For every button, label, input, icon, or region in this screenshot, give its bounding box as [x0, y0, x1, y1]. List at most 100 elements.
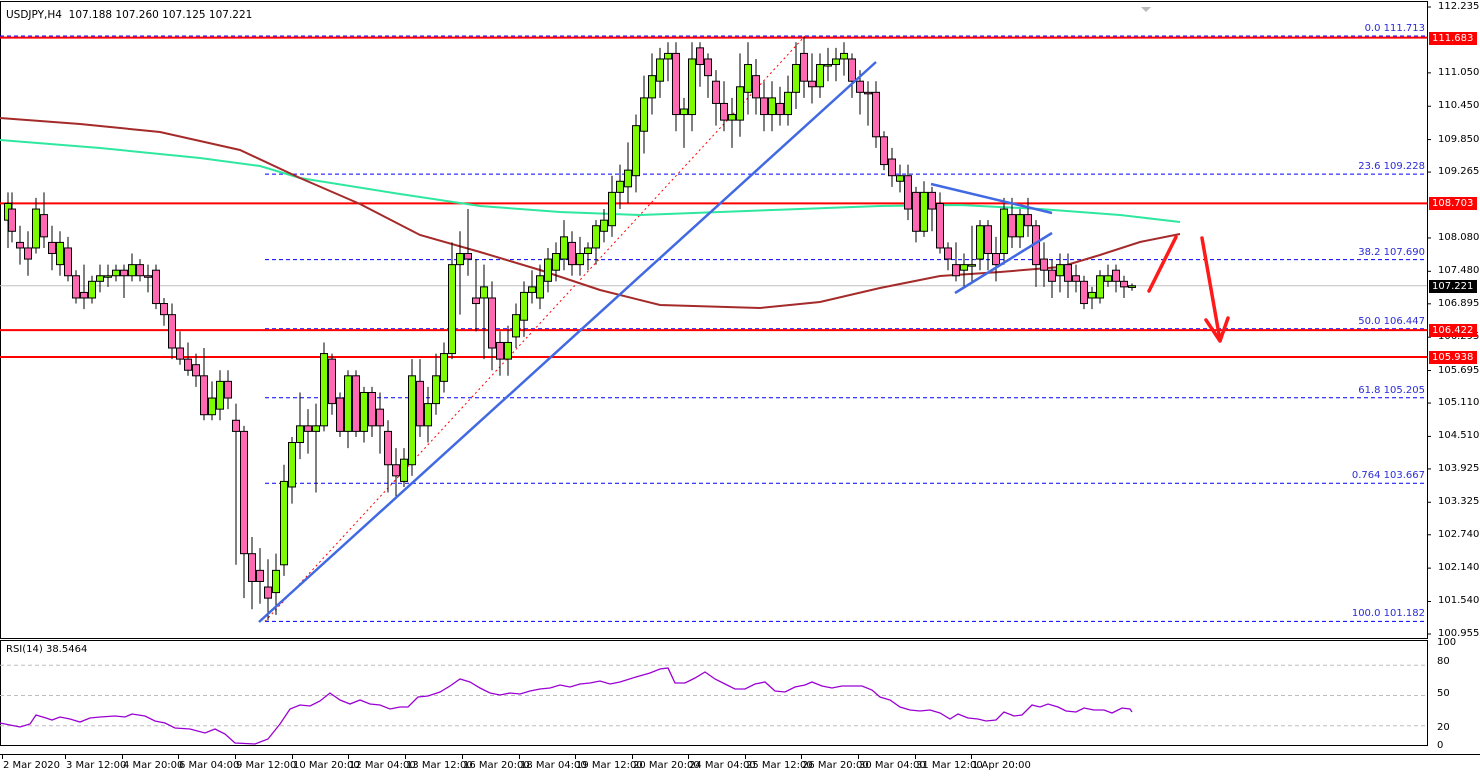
- candle[interactable]: [960, 264, 968, 271]
- candle[interactable]: [608, 191, 616, 227]
- candle[interactable]: [808, 80, 816, 88]
- candle[interactable]: [240, 430, 248, 555]
- candle[interactable]: [1080, 280, 1088, 305]
- candle[interactable]: [24, 247, 32, 260]
- candle[interactable]: [624, 169, 632, 188]
- candle[interactable]: [992, 253, 1000, 266]
- candle[interactable]: [1096, 275, 1104, 299]
- candle[interactable]: [376, 408, 384, 427]
- candle[interactable]: [120, 269, 128, 277]
- candle[interactable]: [408, 375, 416, 466]
- candle[interactable]: [824, 64, 832, 67]
- candle[interactable]: [576, 253, 584, 266]
- candle[interactable]: [664, 52, 672, 60]
- candle[interactable]: [792, 64, 800, 93]
- rsi-line[interactable]: [0, 667, 1133, 745]
- candle[interactable]: [928, 191, 936, 210]
- candle[interactable]: [896, 175, 904, 182]
- candle[interactable]: [1072, 275, 1080, 282]
- candle[interactable]: [1040, 258, 1048, 271]
- candle[interactable]: [496, 341, 504, 360]
- candle[interactable]: [736, 86, 744, 121]
- candle[interactable]: [88, 280, 96, 299]
- candle[interactable]: [936, 202, 944, 249]
- candle[interactable]: [1112, 269, 1120, 282]
- rising-trendline[interactable]: [258, 61, 877, 623]
- candle[interactable]: [1008, 214, 1016, 238]
- candle[interactable]: [568, 241, 576, 266]
- candle[interactable]: [600, 219, 608, 232]
- candle[interactable]: [768, 97, 776, 116]
- candle[interactable]: [64, 247, 72, 277]
- candle[interactable]: [920, 191, 928, 232]
- shift-marker-icon[interactable]: [1141, 7, 1151, 12]
- candle[interactable]: [176, 347, 184, 360]
- candle[interactable]: [144, 275, 152, 278]
- candle[interactable]: [136, 264, 144, 277]
- candle[interactable]: [560, 236, 568, 260]
- candle[interactable]: [840, 52, 848, 60]
- candle[interactable]: [968, 264, 976, 267]
- candle[interactable]: [56, 241, 64, 266]
- candle[interactable]: [216, 380, 224, 410]
- candle[interactable]: [96, 275, 104, 282]
- candle[interactable]: [360, 391, 368, 432]
- candle[interactable]: [448, 264, 456, 355]
- candle[interactable]: [680, 108, 688, 116]
- candle[interactable]: [688, 58, 696, 116]
- candle[interactable]: [720, 102, 728, 121]
- candle[interactable]: [752, 75, 760, 99]
- candle[interactable]: [1056, 264, 1064, 277]
- candle[interactable]: [344, 375, 352, 432]
- candle[interactable]: [648, 75, 656, 99]
- triangle-lower-line[interactable]: [954, 231, 1053, 295]
- candle[interactable]: [592, 225, 600, 249]
- candle[interactable]: [112, 269, 120, 277]
- candle[interactable]: [464, 253, 472, 260]
- candle[interactable]: [1104, 275, 1112, 282]
- candle[interactable]: [272, 569, 280, 594]
- candle[interactable]: [1024, 214, 1032, 227]
- candle[interactable]: [616, 180, 624, 193]
- candle[interactable]: [40, 214, 48, 238]
- candle[interactable]: [48, 241, 56, 255]
- candle[interactable]: [400, 458, 408, 482]
- candle[interactable]: [392, 464, 400, 477]
- candle[interactable]: [288, 442, 296, 488]
- candle[interactable]: [32, 208, 40, 249]
- candle[interactable]: [352, 375, 360, 432]
- candle[interactable]: [1064, 264, 1072, 282]
- candlesticks[interactable]: [4, 36, 1136, 621]
- candle[interactable]: [744, 64, 752, 93]
- moving-average-slow[interactable]: [0, 139, 1181, 223]
- candle[interactable]: [872, 91, 880, 138]
- candle[interactable]: [1120, 280, 1128, 288]
- candle[interactable]: [472, 297, 480, 305]
- candle[interactable]: [184, 358, 192, 371]
- candle[interactable]: [320, 353, 328, 427]
- candle[interactable]: [480, 286, 488, 299]
- candle[interactable]: [656, 58, 664, 82]
- candle[interactable]: [128, 264, 136, 277]
- candle[interactable]: [168, 314, 176, 349]
- candle[interactable]: [944, 247, 952, 260]
- candle[interactable]: [504, 341, 512, 360]
- candle[interactable]: [520, 291, 528, 321]
- candle[interactable]: [904, 175, 912, 210]
- candle[interactable]: [512, 314, 520, 338]
- candle[interactable]: [424, 403, 432, 427]
- candle[interactable]: [152, 269, 160, 305]
- candle[interactable]: [8, 208, 16, 232]
- candle[interactable]: [712, 80, 720, 104]
- candle[interactable]: [208, 397, 216, 416]
- candle[interactable]: [488, 297, 496, 349]
- triangle-upper-line[interactable]: [930, 182, 1053, 215]
- candle[interactable]: [1088, 291, 1096, 299]
- candle[interactable]: [976, 225, 984, 260]
- candle[interactable]: [880, 136, 888, 166]
- candle[interactable]: [832, 58, 840, 66]
- candle[interactable]: [952, 264, 960, 277]
- candle[interactable]: [328, 358, 336, 405]
- candle[interactable]: [336, 397, 344, 432]
